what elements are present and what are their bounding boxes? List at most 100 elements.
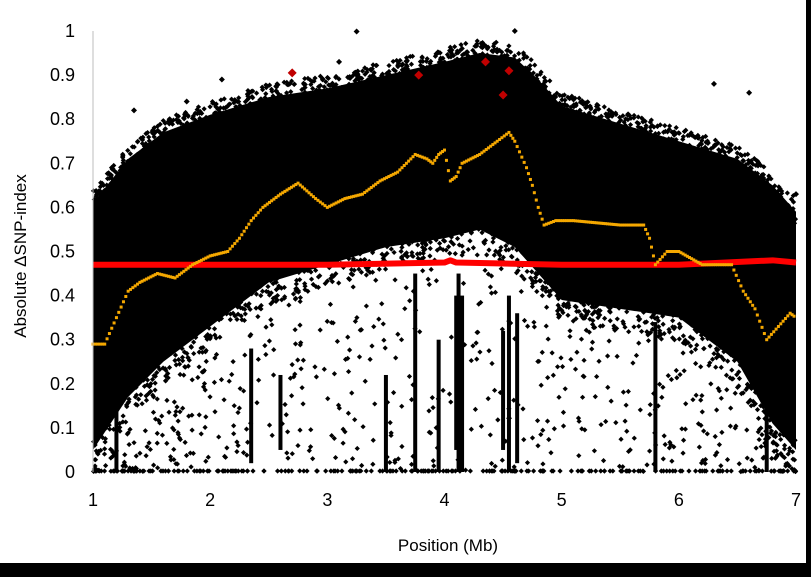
snp-point xyxy=(643,135,649,141)
snp-zero-point xyxy=(759,468,765,474)
snp-point xyxy=(328,275,334,282)
snp-point xyxy=(463,40,469,47)
snp-point xyxy=(167,139,173,145)
snp-point xyxy=(693,392,699,398)
snp-point xyxy=(134,139,141,145)
snp-point xyxy=(334,249,340,255)
snp-point xyxy=(770,439,776,445)
snp-point xyxy=(160,355,167,362)
snp-point xyxy=(771,193,778,199)
snp-point xyxy=(468,229,475,235)
snp-zero-point xyxy=(607,468,613,474)
snp-point xyxy=(616,127,622,134)
snp-point xyxy=(633,352,640,359)
snp-point xyxy=(125,430,131,436)
window-point xyxy=(774,327,778,331)
snp-point xyxy=(744,382,751,388)
snp-point xyxy=(723,372,730,378)
snp-point xyxy=(273,88,279,94)
snp-point xyxy=(631,324,637,330)
window-point xyxy=(226,250,230,253)
snp-point xyxy=(660,129,667,135)
snp-point xyxy=(171,399,177,405)
window-point xyxy=(110,326,114,330)
snp-point xyxy=(499,53,505,59)
snp-zero-point xyxy=(421,468,427,474)
snp-point xyxy=(473,52,479,58)
snp-point xyxy=(144,444,150,450)
snp-point xyxy=(142,372,149,378)
window-point xyxy=(367,187,371,191)
snp-point xyxy=(519,65,525,71)
snp-point xyxy=(448,70,455,76)
snp-point xyxy=(580,300,586,307)
snp-point xyxy=(567,328,573,334)
snp-point xyxy=(680,450,686,456)
snp-point xyxy=(253,110,259,116)
snp-point xyxy=(93,191,100,197)
snp-point xyxy=(169,425,176,431)
window-point xyxy=(467,158,471,162)
window-point xyxy=(482,149,486,153)
window-point xyxy=(651,254,655,258)
snp-point xyxy=(700,149,706,155)
snp-point xyxy=(320,76,326,82)
snp-point xyxy=(429,395,435,401)
window-point xyxy=(769,332,773,336)
snp-zero-point xyxy=(301,468,307,474)
window-point xyxy=(103,342,107,346)
snp-zero-point xyxy=(425,468,431,474)
snp-point xyxy=(586,110,592,116)
window-point xyxy=(623,223,627,227)
snp-point xyxy=(249,101,255,108)
snp-point xyxy=(143,393,149,399)
snp-point xyxy=(434,73,441,79)
snp-outlier xyxy=(793,191,799,198)
snp-point xyxy=(308,276,315,282)
snp-point xyxy=(461,225,467,231)
snp-point xyxy=(736,145,743,151)
snp-point xyxy=(328,319,335,326)
snp-point xyxy=(398,233,404,239)
snp-point xyxy=(291,374,297,380)
snp-zero-point xyxy=(480,468,486,474)
snp-zero-point xyxy=(742,468,749,474)
snp-point xyxy=(369,343,375,349)
snp-point xyxy=(649,321,656,327)
snp-point xyxy=(753,162,759,169)
snp-point xyxy=(676,130,682,136)
snp-point xyxy=(319,96,325,102)
window-point xyxy=(166,274,170,278)
sliding-window-line xyxy=(91,130,796,346)
snp-point xyxy=(442,59,448,65)
snp-point xyxy=(407,237,413,243)
window-point xyxy=(402,164,406,168)
snp-point xyxy=(255,277,261,283)
snp-point xyxy=(556,314,562,320)
snp-point xyxy=(342,429,348,435)
snp-point xyxy=(655,141,661,148)
snp-point xyxy=(382,345,388,351)
snp-zero-point xyxy=(598,468,604,474)
snp-point xyxy=(660,321,666,327)
snp-zero-point xyxy=(278,468,284,474)
snp-point xyxy=(310,98,317,104)
window-point xyxy=(433,158,437,162)
snp-point xyxy=(549,96,556,102)
snp-point xyxy=(395,64,401,70)
snp-point xyxy=(732,425,738,431)
window-point xyxy=(98,342,102,346)
snp-point xyxy=(509,63,515,69)
snp-point xyxy=(436,59,442,65)
window-point xyxy=(263,204,267,208)
window-point xyxy=(267,200,271,204)
snp-point xyxy=(520,72,526,79)
snp-point xyxy=(716,147,722,153)
snp-point xyxy=(159,432,166,438)
snp-point xyxy=(707,360,713,366)
snp-point xyxy=(384,454,390,460)
snp-point xyxy=(712,433,718,440)
window-point xyxy=(779,322,783,326)
snp-zero-point xyxy=(125,468,131,474)
snp-point xyxy=(748,403,754,409)
